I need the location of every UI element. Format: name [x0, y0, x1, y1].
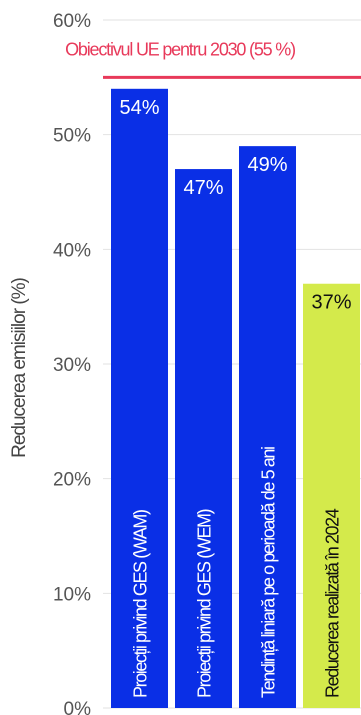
bar [111, 88, 168, 709]
bars: 54% Proiecții privind GES (WAM) 47% Proiecț… [111, 88, 360, 709]
bar-category-label: Proiecții privind GES (WEM) [195, 509, 215, 698]
y-axis-label: Reducerea emisiilor (%) [9, 277, 30, 457]
bar [239, 146, 296, 709]
bar-category-label: Tendință liniară pe o perioadă de 5 ani [259, 447, 279, 698]
y-tick-label: 20% [53, 470, 91, 491]
y-tick-label: 30% [53, 355, 91, 376]
y-tick-label: 40% [53, 240, 91, 261]
y-axis-ticks: 0% 10% 20% 30% 40% 50% 60% [53, 11, 91, 715]
target-label: Obiectivul UE pentru 2030 (55 %) [65, 39, 295, 59]
bar-value-label: 37% [311, 292, 351, 314]
y-tick-label: 60% [53, 11, 91, 32]
bar-value-label: 54% [119, 97, 159, 119]
bar-value-label: 49% [247, 154, 287, 176]
bar-category-label: Proiecții privind GES (WAM) [131, 510, 151, 698]
bar-value-label: 47% [183, 177, 223, 199]
y-tick-label: 50% [53, 126, 91, 147]
bar [175, 169, 232, 709]
y-tick-label: 10% [53, 584, 91, 605]
bar-category-label: Reducerea realizată în 2024 [323, 508, 343, 698]
bar [303, 283, 360, 708]
y-tick-label: 0% [64, 699, 92, 715]
